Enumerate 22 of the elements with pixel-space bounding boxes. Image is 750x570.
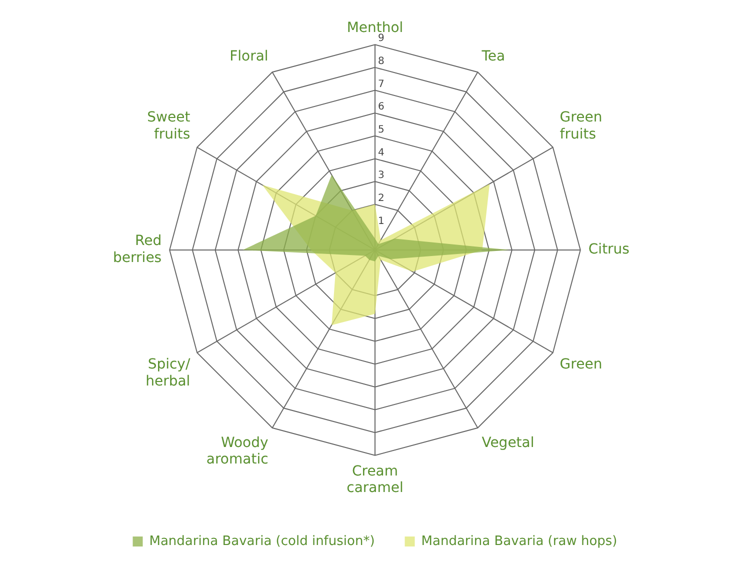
spoke-label: Sweet fruits <box>147 110 191 143</box>
y-tick-label: 7 <box>378 78 384 90</box>
spoke-label: Red berries <box>113 233 162 266</box>
y-tick-label: 3 <box>378 170 384 182</box>
y-tick-label: 8 <box>378 56 384 68</box>
y-tick-label: 4 <box>378 147 384 158</box>
spoke-label: Spicy/ herbal <box>146 356 190 390</box>
spoke-label: Citrus <box>588 242 630 258</box>
spoke-label: Vegetal <box>482 434 534 451</box>
y-tick-label: 1 <box>378 216 384 227</box>
y-tick-label: 6 <box>378 102 384 113</box>
legend-label: Mandarina Bavaria (cold infusion*) <box>149 534 375 549</box>
legend-label: Mandarina Bavaria (raw hops) <box>421 534 618 549</box>
y-tick-label: 2 <box>378 192 384 204</box>
spoke-label: Green <box>560 356 602 373</box>
spoke-label: Cream caramel <box>346 463 404 496</box>
spoke-label: Floral <box>230 48 268 64</box>
spoke-label: Green fruits <box>560 110 602 143</box>
y-tick-label: 5 <box>378 124 384 136</box>
spoke-label: Tea <box>480 48 506 64</box>
spoke-label: Woody aromatic <box>206 434 268 468</box>
y-tick-label: 9 <box>378 33 384 44</box>
